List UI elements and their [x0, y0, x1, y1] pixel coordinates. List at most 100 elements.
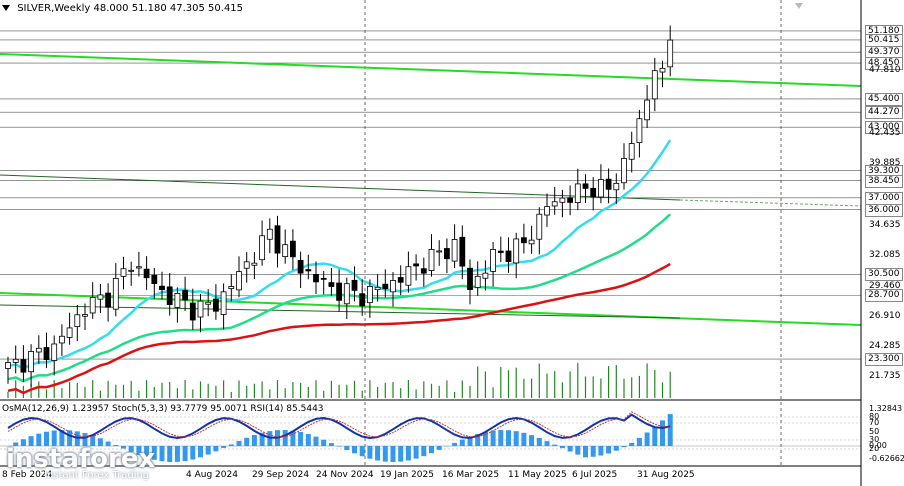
- osma-bar: [390, 446, 396, 462]
- candle-body: [5, 362, 11, 369]
- osma-bar: [251, 435, 257, 446]
- candle-body: [505, 250, 512, 262]
- osma-bar: [44, 431, 49, 446]
- candle-body: [536, 213, 543, 240]
- slow-moving-average: [7, 262, 671, 395]
- candle-body: [289, 240, 296, 258]
- indicator-header: OsMA(12,26,9) 1.23957 Stoch(5,3,3) 93.77…: [2, 404, 324, 414]
- candle-body: [366, 286, 373, 304]
- osma-bar: [667, 414, 673, 446]
- osma-bar: [336, 446, 342, 447]
- candle-body: [51, 343, 58, 361]
- candle-body: [251, 262, 258, 266]
- osma-bar: [13, 442, 19, 446]
- candle-body: [97, 294, 104, 300]
- price-label: 48.450: [865, 57, 903, 71]
- candle-body: [236, 271, 242, 291]
- osma-bar: [544, 441, 550, 446]
- osma-bar: [498, 430, 504, 446]
- osma-bar: [598, 446, 604, 456]
- candle-body: [189, 302, 196, 321]
- osma-bar: [421, 446, 427, 457]
- candle-body: [174, 292, 181, 308]
- osma-bar: [213, 446, 219, 452]
- candle-body: [667, 39, 674, 68]
- osma-bar: [583, 446, 588, 458]
- candle-body: [12, 358, 19, 363]
- candle-body: [336, 282, 343, 301]
- osma-bar: [328, 443, 334, 446]
- osma-bar: [305, 434, 311, 446]
- osma-bar: [290, 430, 296, 446]
- osma-bar: [559, 446, 565, 449]
- price-label: 50.415: [865, 33, 903, 47]
- candle-body: [143, 268, 150, 279]
- osma-bar: [182, 446, 188, 462]
- candle-body: [66, 327, 73, 338]
- candle-body: [651, 70, 658, 100]
- osma-bar: [236, 441, 242, 446]
- osma-bar: [475, 433, 481, 446]
- osma-bar: [344, 446, 350, 451]
- symbol-label: SILVER,Weekly: [17, 3, 91, 14]
- osma-bar: [136, 446, 142, 456]
- upper-trendline: [0, 53, 862, 87]
- osma-bar: [159, 446, 165, 462]
- candle-body: [297, 259, 304, 274]
- osma-bar: [121, 446, 126, 449]
- dropdown-arrow-icon[interactable]: [2, 5, 10, 11]
- osma-bar: [429, 446, 434, 454]
- indicator-label: -0.62662: [869, 454, 904, 463]
- price-label: 23.300: [865, 353, 903, 367]
- candle-body: [567, 197, 573, 203]
- candle-body: [382, 283, 389, 290]
- moving-averages: [7, 139, 672, 395]
- osma-bar: [629, 442, 635, 446]
- candle-body: [428, 249, 435, 271]
- osma-bar: [67, 430, 73, 446]
- price-label: 28.700: [865, 289, 903, 303]
- osma-bar: [590, 446, 596, 457]
- candle-body: [605, 178, 612, 190]
- date-label: 24 Nov 2024: [316, 470, 374, 480]
- price-label: 38.450: [865, 174, 903, 188]
- candle-body: [405, 266, 412, 286]
- candle-body: [313, 274, 319, 283]
- candle-body: [166, 286, 173, 305]
- osma-bar: [352, 446, 357, 454]
- candle-body: [497, 250, 504, 253]
- horizontal-levels: [0, 30, 861, 360]
- osma-bar: [459, 439, 465, 446]
- osma-bar: [174, 446, 180, 462]
- osma-bar: [190, 446, 196, 460]
- price-label: 39.885: [869, 157, 901, 168]
- price-label: 32.085: [869, 249, 901, 260]
- candle-body: [513, 238, 520, 264]
- indicator-label: 70: [869, 418, 880, 427]
- osma-bar: [113, 445, 119, 446]
- osma-bar: [228, 444, 234, 446]
- osma-bar: [90, 435, 96, 446]
- volume-bars: [7, 362, 671, 398]
- candle-body: [351, 279, 358, 291]
- candle-body: [305, 269, 312, 272]
- osma-bar: [490, 430, 496, 446]
- candle-body: [20, 359, 27, 373]
- osma-bar: [375, 446, 381, 461]
- mid-trendline-extension: [679, 199, 862, 207]
- osma-bar: [97, 438, 103, 446]
- osma-bar: [613, 446, 619, 451]
- osma-bar: [621, 446, 627, 448]
- osma-bar: [167, 446, 173, 462]
- date-label: 11 May 2025: [508, 470, 567, 480]
- osma-bar: [105, 441, 111, 446]
- osma-bar: [382, 446, 388, 462]
- indicator-window: [0, 411, 861, 462]
- osma-bar: [20, 439, 26, 446]
- candle-body: [151, 274, 158, 284]
- osma-bar: [28, 436, 34, 446]
- osma-bar: [36, 433, 42, 446]
- osma-bar: [567, 446, 573, 452]
- candle-body: [259, 235, 266, 261]
